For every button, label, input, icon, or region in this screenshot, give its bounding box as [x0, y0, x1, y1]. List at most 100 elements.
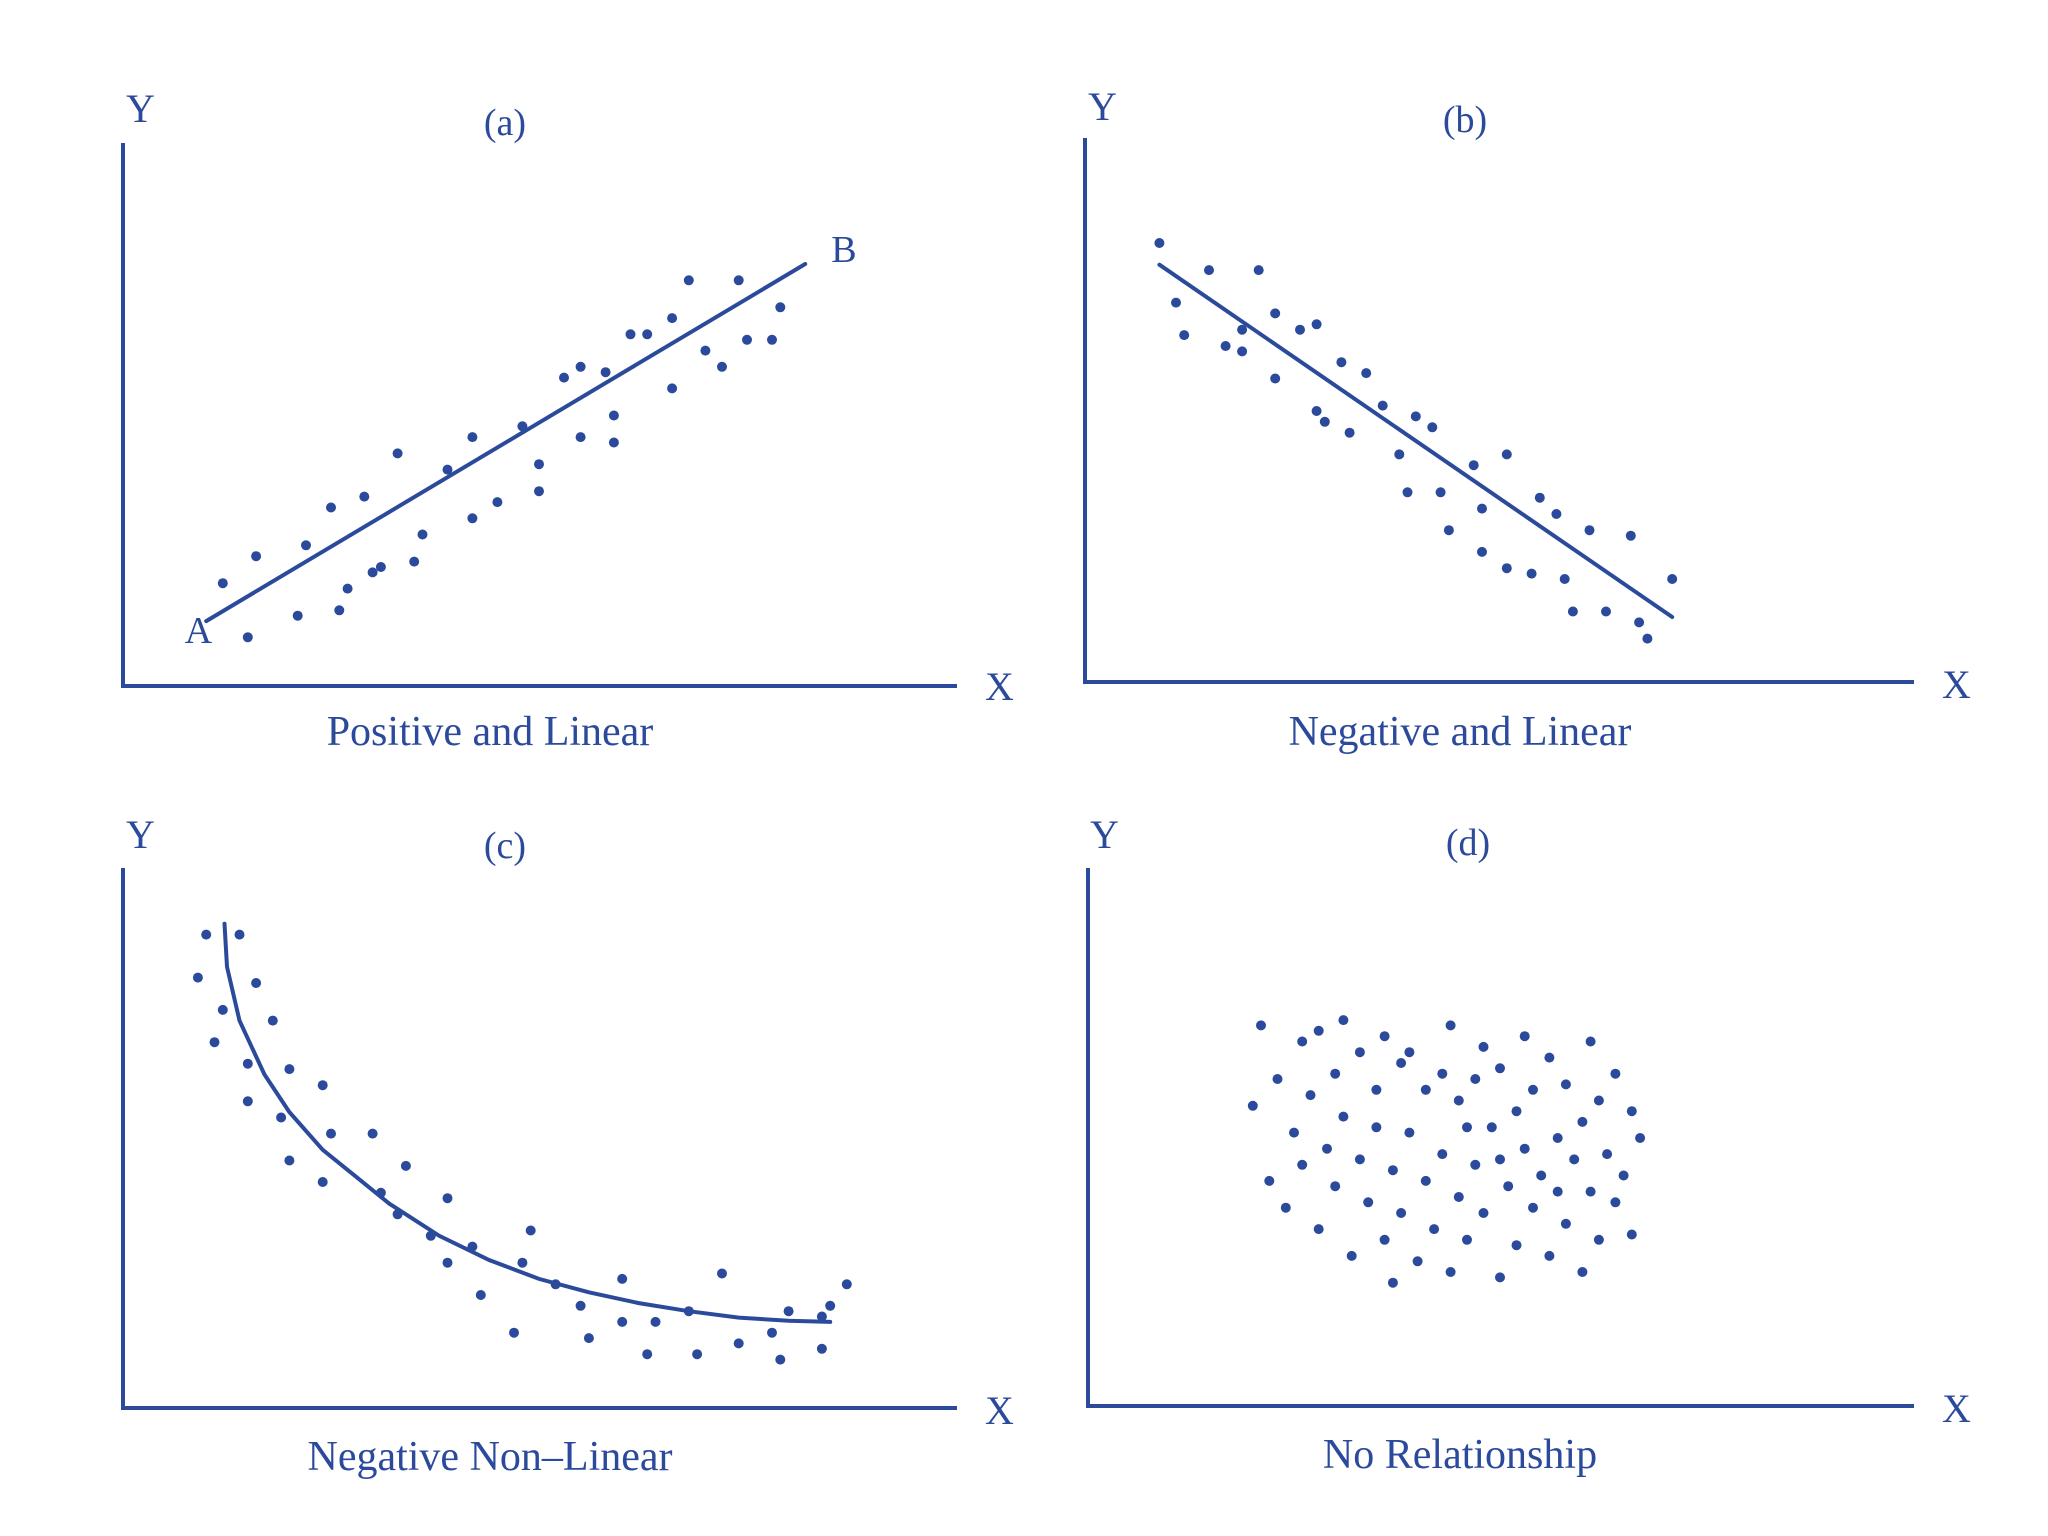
panel-d-point-69 [1462, 1122, 1472, 1133]
panel-c-point-19 [425, 1230, 436, 1241]
panel-a-point-25 [608, 437, 619, 448]
panel-d-point-35 [1486, 1122, 1497, 1133]
panel-b-point-23 [1443, 525, 1454, 536]
panel-a-points [217, 275, 786, 643]
panel-a-point-34 [733, 275, 744, 286]
panel-d-point-15 [1544, 1052, 1555, 1063]
panel-a-axes [121, 143, 957, 688]
panel-c-point-18 [392, 1209, 403, 1220]
panel-c-point-13 [326, 1128, 336, 1139]
panel-c-point-0 [201, 929, 212, 940]
panel-c-point-24 [517, 1257, 528, 1268]
panel-a-point-4 [292, 610, 303, 621]
panel-c-point-23 [475, 1290, 486, 1300]
panel-c-point-15 [367, 1128, 378, 1139]
panel-a-fit-start-label: A [185, 610, 213, 652]
panel-b-point-3 [1204, 265, 1214, 276]
panel-a-point-0 [217, 578, 228, 589]
panel-d-points [1247, 1015, 1646, 1288]
panel-c-point-33 [650, 1316, 661, 1327]
panel-d-ylabel: Y [1090, 812, 1119, 857]
panel-b-fit-line [1157, 262, 1675, 619]
panel-b-point-11 [1311, 319, 1322, 330]
panel-b-point-25 [1477, 503, 1487, 514]
panel-d-point-36 [1503, 1181, 1514, 1192]
panel-a-point-8 [359, 491, 370, 502]
panel-c-point-11 [317, 1080, 328, 1091]
panel-d-point-11 [1478, 1041, 1489, 1052]
panel-a-fit-end-label: B [831, 229, 856, 271]
panel-b-point-35 [1601, 606, 1611, 617]
panel-d-point-32 [1437, 1149, 1448, 1160]
panel-d-point-24 [1305, 1090, 1316, 1101]
panel-d-point-13 [1511, 1106, 1522, 1117]
panel-d-point-68 [1371, 1084, 1382, 1095]
panel-d-point-44 [1635, 1133, 1646, 1143]
panel-b-point-0 [1154, 238, 1165, 248]
panel-a-point-35 [742, 334, 752, 345]
panel-d-point-70 [1552, 1186, 1563, 1197]
panel-a-point-19 [534, 486, 544, 497]
panel-b-point-39 [1667, 574, 1678, 584]
panel-b-ylabel: Y [1088, 84, 1117, 129]
panel-c-point-37 [733, 1338, 744, 1349]
panel-b-point-28 [1501, 563, 1512, 574]
panel-c-fit-curve [222, 921, 833, 1324]
panel-d-point-0 [1256, 1020, 1266, 1031]
panel-b-axes [1083, 138, 1914, 684]
panel-c-point-35 [692, 1349, 703, 1360]
panel-a-point-32 [700, 345, 711, 356]
panel-b-point-10 [1295, 324, 1305, 335]
panel-c-tag: (c) [484, 825, 526, 867]
panel-a-point-7 [342, 583, 353, 594]
panel-d-point-3 [1338, 1015, 1349, 1026]
panel-c-point-12 [284, 1155, 295, 1166]
panel-a-point-16 [467, 432, 478, 443]
panel-d-point-26 [1338, 1111, 1349, 1122]
panel-d-point-55 [1429, 1224, 1440, 1235]
panel-c-point-42 [816, 1343, 827, 1354]
panel-c: Y X (c) Negative Non–Linear [121, 812, 1014, 1480]
panel-b-point-16 [1361, 368, 1372, 379]
panel-b-point-34 [1584, 525, 1595, 536]
panel-b-point-21 [1427, 422, 1438, 433]
panel-d-point-60 [1511, 1240, 1522, 1251]
panel-c-point-16 [375, 1187, 386, 1198]
panel-d-point-76 [1519, 1031, 1530, 1042]
panel-b-point-31 [1551, 509, 1562, 519]
panel-d-point-22 [1272, 1074, 1283, 1084]
panel-d-point-58 [1478, 1208, 1489, 1218]
panel-d-point-7 [1420, 1084, 1431, 1095]
panel-b-point-13 [1319, 416, 1330, 427]
panel-c-point-25 [509, 1327, 519, 1338]
panel-d-point-33 [1453, 1192, 1464, 1202]
panel-a: Y X (a) Positive and Linear A B [121, 86, 1014, 755]
panel-b-point-5 [1237, 346, 1248, 357]
panel-d-point-38 [1536, 1170, 1547, 1181]
panel-c-point-10 [276, 1112, 287, 1123]
panel-d-point-74 [1330, 1068, 1341, 1079]
panel-d-point-37 [1519, 1143, 1530, 1154]
panel-d-point-31 [1420, 1175, 1431, 1186]
panel-c-point-31 [617, 1316, 628, 1327]
panel-a-point-21 [559, 372, 569, 383]
panel-b-point-8 [1270, 308, 1281, 319]
panel-b-point-9 [1270, 373, 1281, 384]
panel-c-point-27 [550, 1279, 561, 1290]
panel-d-point-45 [1264, 1175, 1275, 1186]
panel-c-point-21 [442, 1257, 453, 1268]
panel-d-point-72 [1495, 1154, 1505, 1165]
panel-b-caption: Negative and Linear [1289, 709, 1632, 755]
panel-d-point-10 [1470, 1074, 1481, 1084]
panel-b-tag: (b) [1443, 99, 1487, 141]
panel-d-point-12 [1495, 1063, 1505, 1074]
panel-b-point-29 [1526, 568, 1537, 579]
panel-a-point-31 [683, 275, 694, 286]
panel-c-ylabel: Y [126, 812, 155, 857]
panel-c-point-41 [816, 1311, 827, 1322]
panel-d-point-21 [1247, 1100, 1258, 1111]
panel-c-point-9 [242, 1096, 253, 1107]
panel-b-point-38 [1642, 633, 1653, 644]
panel-d-point-71 [1404, 1047, 1415, 1058]
panel-c-point-2 [234, 929, 245, 940]
